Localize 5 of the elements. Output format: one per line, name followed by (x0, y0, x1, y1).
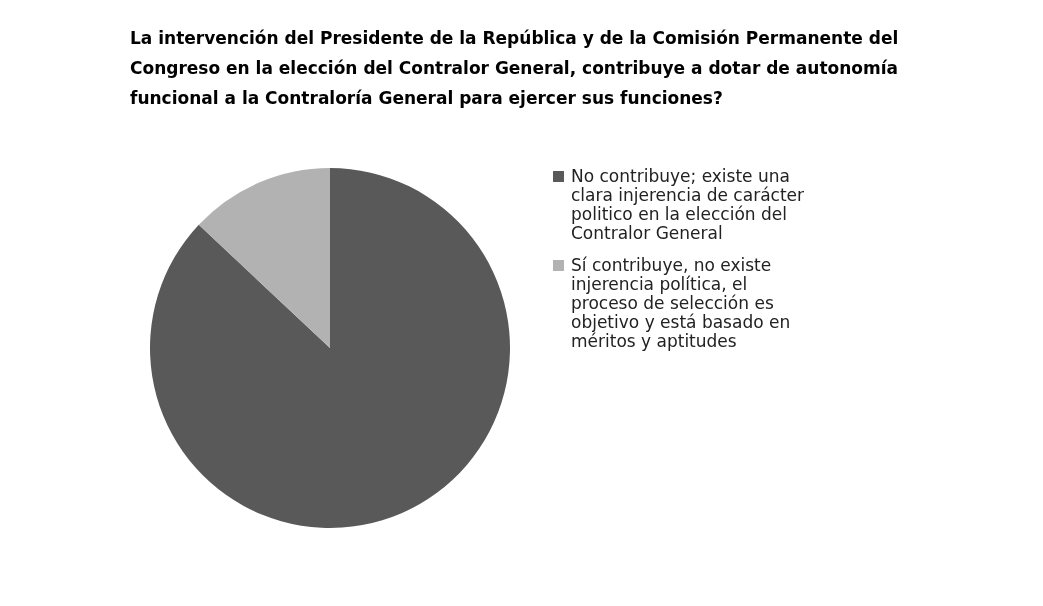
chart-title: La intervención del Presidente de la República y de la Comisión Permanente del Congreso en la elección del Contralor General, contribuye a dotar de autonomía funcional a la Contraloría General para ejercer sus funciones? (130, 28, 899, 108)
pie-slice (198, 168, 330, 348)
legend-label: Sí contribuye, no existe injerencia política, el proceso de selección es objetivo y está basado en méritos y aptitudes (571, 254, 791, 351)
legend-label: No contribuye; existe una clara injerencia de carácter politico en la elección del Contralor General (571, 165, 805, 243)
pie-slice (150, 168, 510, 528)
